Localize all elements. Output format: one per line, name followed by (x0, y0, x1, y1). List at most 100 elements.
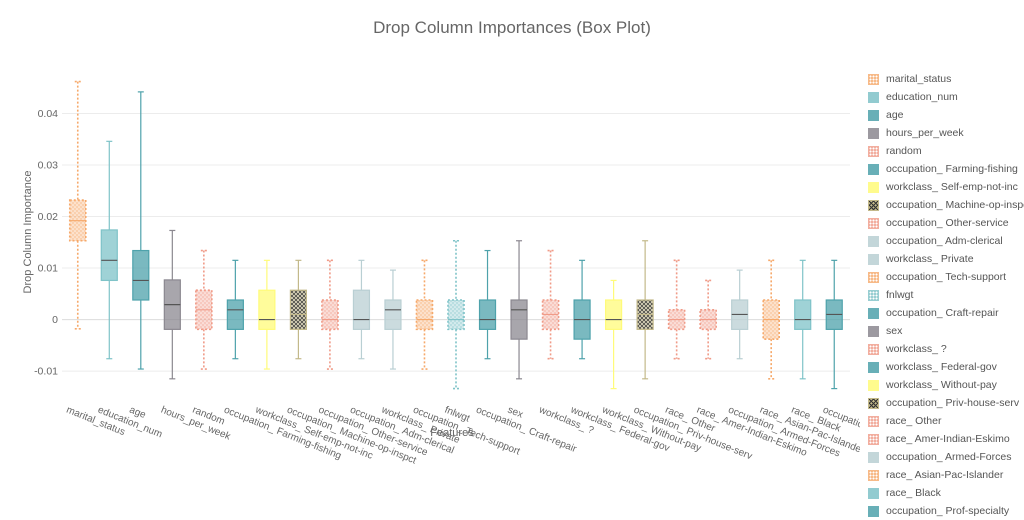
legend-item[interactable]: occupation_ Adm-clerical (868, 232, 1024, 250)
legend-swatch (868, 199, 879, 211)
legend-swatch (868, 487, 879, 499)
box-occupation-other-service (321, 259, 339, 370)
legend-item[interactable]: hours_per_week (868, 124, 1024, 142)
legend-label: race_ Black (886, 487, 941, 499)
box-hours-per-week (163, 229, 181, 380)
box-body (794, 299, 812, 330)
legend-item[interactable]: race_ Asian-Pac-Islander (868, 466, 1024, 484)
box-occupation-priv-house-serv (636, 240, 654, 380)
box-occupation-farming-fishing (226, 259, 244, 360)
legend-swatch (868, 433, 879, 445)
box-age (132, 91, 150, 370)
legend-label: workclass_ Self-emp-not-inc (886, 181, 1018, 193)
legend-item[interactable]: marital_status (868, 70, 1024, 88)
y-tick-label: 0.02 (38, 211, 59, 223)
legend-item[interactable]: occupation_ Armed-Forces (868, 448, 1024, 466)
legend-item[interactable]: age (868, 106, 1024, 124)
legend-label: race_ Other (886, 415, 942, 427)
legend-label: occupation_ Craft-repair (886, 307, 999, 319)
box-body (258, 289, 276, 330)
legend-item[interactable]: workclass_ Without-pay (868, 376, 1024, 394)
legend-swatch (868, 253, 879, 265)
legend-label: hours_per_week (886, 127, 964, 139)
legend-item[interactable]: education_num (868, 88, 1024, 106)
legend-swatch (868, 271, 879, 283)
y-tick-label: 0 (52, 314, 58, 326)
box-body (478, 299, 497, 330)
box-plot-chart: Drop Column Importances (Box Plot) -0.01… (22, 18, 1024, 517)
legend-label: workclass_ ? (886, 343, 947, 355)
box-occupation-machine-op-inspct (289, 259, 307, 360)
legend-item[interactable]: race_ Black (868, 484, 1024, 502)
legend-item[interactable]: occupation_ Machine-op-inspct (868, 196, 1024, 214)
box-body (132, 249, 150, 301)
box-workclass-private (384, 269, 402, 370)
box-occupation-prof-specialty (825, 259, 843, 390)
box-fnlwgt (447, 239, 465, 390)
legend-label: occupation_ Machine-op-inspct (886, 199, 1024, 211)
legend-item[interactable]: occupation_ Farming-fishing (868, 160, 1024, 178)
legend-label: workclass_ Without-pay (886, 379, 997, 391)
legend-label: random (886, 145, 922, 157)
legend-label: age (886, 109, 904, 121)
legend-item[interactable]: occupation_ Tech-support (868, 268, 1024, 286)
legend-label: race_ Asian-Pac-Islander (886, 469, 1004, 481)
legend-label: occupation_ Armed-Forces (886, 451, 1012, 463)
box-body (384, 299, 402, 330)
box-occupation-armed-forces (731, 269, 749, 360)
legend-swatch (868, 325, 879, 337)
legend-swatch (868, 163, 879, 175)
box-random (195, 249, 213, 370)
legend-label: workclass_ Federal-gov (886, 361, 997, 373)
legend-swatch (868, 451, 879, 463)
legend-swatch (868, 379, 879, 391)
legend-item[interactable]: occupation_ Other-service (868, 214, 1024, 232)
legend-label: occupation_ Farming-fishing (886, 163, 1018, 175)
legend-swatch (868, 145, 879, 157)
legend-label: occupation_ Priv-house-serv (886, 397, 1020, 409)
legend-item[interactable]: workclass_ Private (868, 250, 1024, 268)
x-tick-label: sex (506, 405, 525, 421)
x-axis-label: Features (430, 427, 474, 439)
legend-label: occupation_ Tech-support (886, 271, 1007, 283)
box-race-black (794, 259, 812, 380)
legend-item[interactable]: race_ Other (868, 412, 1024, 430)
y-tick-label: 0.01 (38, 263, 59, 275)
box-body (352, 289, 371, 330)
legend-label: sex (886, 325, 903, 337)
box-body (604, 299, 623, 330)
legend-swatch (868, 343, 879, 355)
legend-item[interactable]: workclass_ Federal-gov (868, 358, 1024, 376)
y-axis-label: Drop Column Importance (22, 171, 34, 294)
box-body (510, 299, 528, 340)
box-body (226, 299, 244, 330)
box-occupation-craft-repair (478, 249, 497, 360)
legend-swatch (868, 217, 879, 229)
legend-item[interactable]: occupation_ Craft-repair (868, 304, 1024, 322)
legend-item[interactable]: fnlwgt (868, 286, 1024, 304)
legend-item[interactable]: random (868, 142, 1024, 160)
legend-swatch (868, 235, 879, 247)
legend-label: race_ Amer-Indian-Eskimo (886, 433, 1010, 445)
legend-item[interactable]: occupation_ Priv-house-serv (868, 394, 1024, 412)
legend-item[interactable]: race_ Amer-Indian-Eskimo (868, 430, 1024, 448)
legend-label: occupation_ Other-service (886, 217, 1009, 229)
plot-area: -0.01 0 0.01 0.02 0.03 0.04 Drop Column Import… (22, 80, 860, 466)
y-tick-label: -0.01 (34, 366, 58, 378)
box-workclass-self-emp-not-inc (258, 259, 276, 370)
box-body (289, 289, 307, 330)
legend-swatch (868, 289, 879, 301)
legend-item[interactable]: workclass_ Self-emp-not-inc (868, 178, 1024, 196)
box-race-amer-indian-eskimo (699, 279, 717, 360)
legend-swatch (868, 109, 879, 121)
legend-item[interactable]: occupation_ Prof-specialty (868, 502, 1024, 520)
box-body (447, 299, 465, 331)
legend-swatch (868, 469, 879, 481)
legend-item[interactable]: sex (868, 322, 1024, 340)
box-body (100, 229, 118, 282)
box-occupation-tech-support (415, 259, 434, 370)
chart-title: Drop Column Importances (Box Plot) (373, 18, 651, 37)
legend-item[interactable]: workclass_ ? (868, 340, 1024, 358)
y-tick-label: 0.03 (38, 160, 59, 172)
